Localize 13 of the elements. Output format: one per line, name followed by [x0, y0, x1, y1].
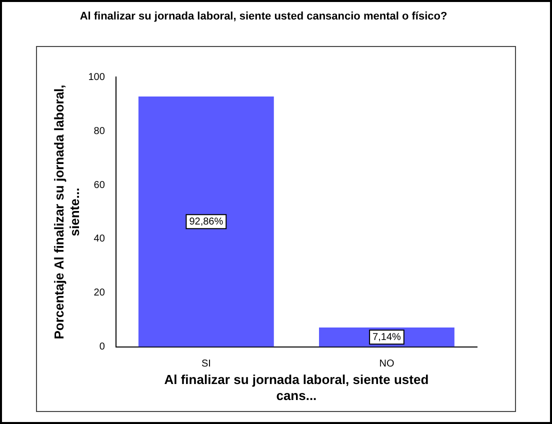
y-axis-title: Porcentaje Al finalizar su jornada laboral, siente... — [51, 84, 82, 340]
y-tick-label: 100 — [88, 72, 106, 83]
chart-title: Al finalizar su jornada laboral, siente usted cansancio mental o físico? — [80, 10, 448, 23]
y-tick-label: 80 — [94, 126, 106, 137]
y-tick-label: 40 — [94, 234, 106, 245]
data-label: 92,86% — [189, 216, 224, 228]
y-tick-label: 60 — [94, 180, 106, 191]
x-tick-label: NO — [379, 358, 394, 370]
x-tick-label: SI — [201, 358, 211, 370]
data-label: 7,14% — [372, 332, 402, 343]
y-tick-label: 20 — [94, 288, 106, 299]
y-tick-label: 0 — [99, 342, 106, 353]
x-axis-title: Al finalizar su jornada laboral, siente usted cans... — [164, 372, 429, 403]
